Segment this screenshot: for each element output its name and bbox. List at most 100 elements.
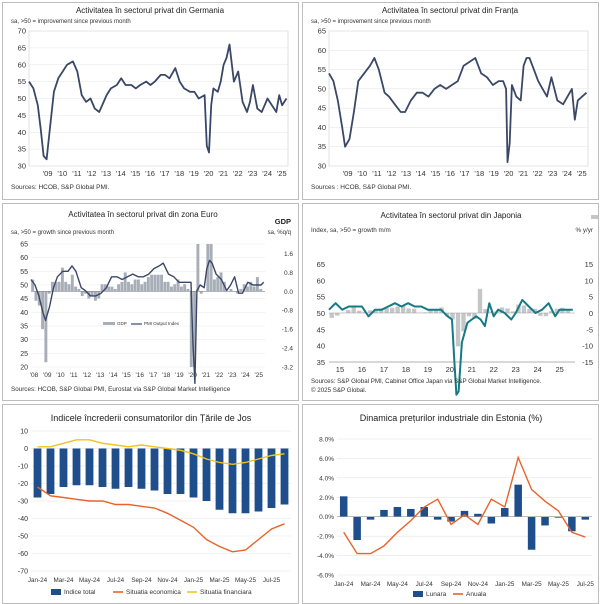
y-tick-label: 30 — [318, 162, 326, 171]
gdp-bar — [140, 284, 144, 292]
gdp-bar — [406, 308, 411, 313]
monthly-bar — [339, 496, 348, 517]
gdp-bar — [120, 281, 124, 292]
monthly-bar — [353, 516, 361, 541]
gdp-bar — [351, 306, 356, 313]
gdp-bar — [100, 284, 104, 292]
y-tick-label: 30 — [20, 337, 28, 344]
y-tick-label: -50 — [18, 534, 28, 541]
chart-subtitle: sa, >50 = improvement since previous mon… — [11, 19, 131, 25]
y2-tick-label: 0.0 — [284, 289, 293, 296]
legend-gdp-swatch — [103, 322, 115, 325]
total-index-bar — [189, 448, 198, 498]
source-note: Sources: HCOB, S&P Global PMI, Eurostat … — [11, 386, 231, 393]
gdp-bar — [127, 281, 130, 292]
gdp-bar — [150, 274, 154, 292]
y-tick-label: 60 — [318, 46, 326, 55]
gdp-legend-swatch — [591, 215, 598, 219]
x-tick-label: Nov-24 — [468, 581, 489, 588]
y-tick-label: -30 — [18, 499, 28, 506]
right-axis-title: GDP — [275, 217, 291, 226]
y-tick-label: 45 — [318, 104, 326, 113]
fin-line — [37, 439, 285, 466]
gdp-bar — [229, 288, 233, 292]
y-tick-label: 55 — [20, 269, 28, 276]
x-tick-label: May-25 — [548, 581, 569, 588]
gdp-bar — [373, 309, 378, 313]
monthly-bar — [433, 516, 442, 520]
x-tick-label: '17 — [160, 169, 170, 178]
y2-tick-label: -15 — [582, 358, 593, 367]
y2-tick-label: -1.6 — [282, 327, 294, 334]
gdp-bar — [554, 308, 560, 313]
total-index-bar — [46, 448, 55, 494]
legend-total-label: Indice total — [64, 589, 96, 596]
x-tick-label: Sep-24 — [441, 581, 462, 588]
y-tick-label: 60 — [18, 60, 26, 69]
x-tick-label: Mar-25 — [522, 581, 542, 588]
gdp-bar — [183, 284, 187, 292]
monthly-bar — [514, 484, 522, 517]
y-tick-label: 55 — [18, 77, 26, 86]
x-tick-label: Jul-24 — [107, 577, 125, 584]
x-tick-label: '21 — [518, 169, 528, 178]
monthly-bar — [527, 516, 536, 550]
x-tick-label: 23 — [512, 365, 520, 374]
total-index-bar — [202, 448, 211, 501]
gdp-bar — [196, 244, 200, 292]
x-tick-label: '15 — [122, 372, 131, 379]
copyright-note: © 2025 S&P Global. — [311, 387, 367, 394]
gdp-bar — [543, 313, 549, 317]
gdp-bar — [532, 308, 538, 313]
total-index-bar — [280, 448, 289, 505]
y2-tick-label: -10 — [582, 342, 593, 351]
y-tick-label: 30 — [18, 162, 26, 171]
y-tick-label: 0 — [24, 446, 28, 453]
legend-fin-label: Situatia financiara — [200, 589, 252, 596]
y-tick-label: 55 — [318, 65, 326, 74]
y-tick-label: -70 — [18, 569, 28, 576]
y-tick-label: 35 — [317, 358, 325, 367]
x-tick-label: '09 — [43, 169, 53, 178]
x-tick-label: '23 — [228, 372, 237, 379]
y-tick-label: 45 — [20, 296, 28, 303]
econ-line — [37, 486, 285, 553]
gdp-bar — [565, 309, 571, 313]
y2-tick-label: 0.8 — [284, 270, 293, 277]
x-tick-label: '11 — [372, 169, 381, 178]
monthly-bar — [581, 516, 590, 520]
gdp-bar — [219, 272, 223, 292]
gdp-bar — [166, 281, 170, 292]
x-tick-label: Sep-24 — [131, 577, 152, 584]
right-axis-unit: % y/yr — [576, 227, 594, 234]
y-tick-label: -40 — [18, 516, 28, 523]
x-tick-label: '09 — [343, 169, 353, 178]
y-tick-label: 0.0% — [319, 514, 334, 521]
x-tick-label: May-24 — [387, 581, 408, 588]
y-tick-label: 20 — [20, 365, 28, 372]
y-tick-label: 70 — [18, 27, 26, 36]
legend-gdp-label: GDP — [117, 321, 127, 326]
monthly-bar — [460, 510, 469, 517]
chart-subtitle: Index, sa, >50 = growth m/m — [311, 227, 391, 234]
y-tick-label: 45 — [317, 325, 325, 334]
monthly-bar — [487, 516, 496, 524]
y2-tick-label: -2.4 — [282, 346, 294, 353]
x-tick-label: '10 — [56, 372, 65, 379]
legend-pmi-label: PMI Output Index — [144, 321, 180, 326]
total-index-bar — [163, 448, 172, 494]
total-index-bar — [254, 448, 263, 512]
x-tick-label: '24 — [562, 169, 572, 178]
y2-tick-label: -0.8 — [282, 308, 294, 315]
x-tick-label: Jan-24 — [28, 577, 48, 584]
chart-title: Dinamica prețurilor industriale din Esto… — [360, 413, 543, 423]
pmi-line — [328, 57, 588, 163]
x-tick-label: 15 — [336, 365, 344, 374]
gdp-bar — [249, 281, 253, 292]
gdp-bar — [346, 310, 351, 313]
x-tick-label: '21 — [202, 372, 211, 379]
plot-frame — [328, 30, 589, 167]
gdp-bar — [160, 274, 164, 292]
gdp-bar — [44, 291, 48, 363]
x-tick-label: Jul-25 — [263, 577, 281, 584]
